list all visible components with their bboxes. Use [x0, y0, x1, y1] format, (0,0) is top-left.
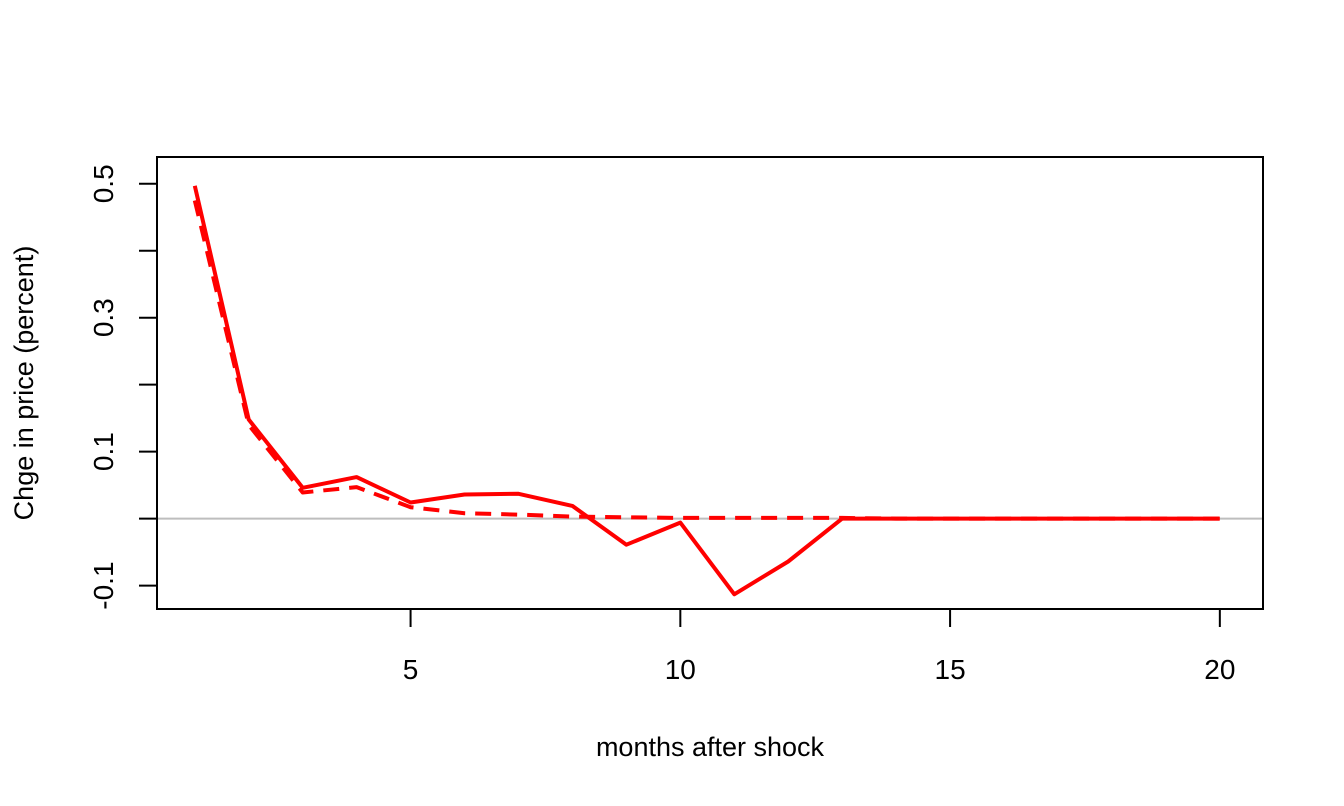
y-tick-label: -0.1: [88, 561, 119, 609]
y-axis-label: Chge in price (percent): [9, 246, 39, 521]
y-axis: -0.1 0.1 0.3 0.5: [88, 164, 158, 610]
y-tick-label: 0.5: [88, 164, 119, 203]
x-axis-label: months after shock: [596, 732, 825, 762]
x-tick-label: 20: [1204, 654, 1235, 685]
y-tick-label: 0.1: [88, 432, 119, 471]
x-tick-label: 15: [935, 654, 966, 685]
y-tick-label: 0.3: [88, 298, 119, 337]
x-tick-label: 5: [403, 654, 419, 685]
series-line-solid: [192, 185, 1220, 597]
series-line-dashed: [192, 200, 1220, 521]
x-axis: 5 10 15 20: [403, 608, 1235, 685]
plot-frame: [156, 156, 1264, 610]
series-layer: [192, 185, 1220, 597]
x-tick-label: 10: [665, 654, 696, 685]
